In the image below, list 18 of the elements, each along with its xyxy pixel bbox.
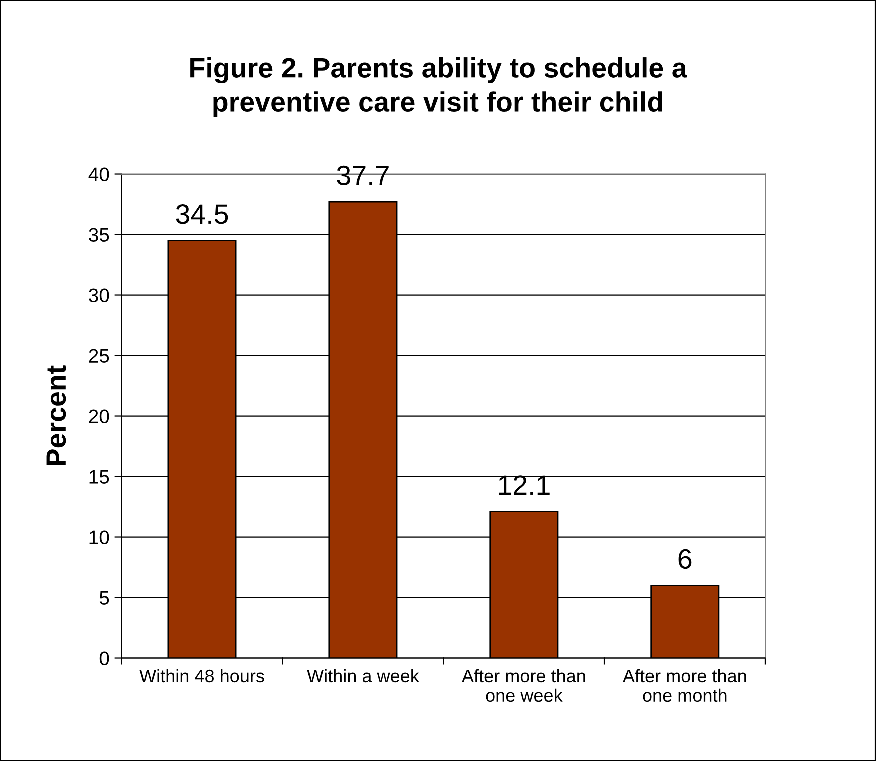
- data-label: 34.5: [176, 204, 228, 224]
- y-tick-label: 0: [100, 652, 110, 666]
- x-tick-label: Within a week: [307, 669, 420, 683]
- chart-title: Figure 2. Parents ability to schedule a preventive care visit for their child: [190, 58, 688, 118]
- y-tick-label: 15: [90, 470, 110, 484]
- y-tick-label: 30: [89, 288, 110, 303]
- y-tick-label: 10: [90, 530, 110, 545]
- y-tick-label: 35: [89, 228, 110, 242]
- x-tick-label: After more than one week: [462, 669, 586, 702]
- data-label: 12.1: [499, 476, 550, 495]
- y-tick-label: 20: [89, 410, 110, 424]
- y-axis-title: Percent: [46, 366, 66, 466]
- y-tick-label: 40: [88, 168, 110, 182]
- data-label: 6: [678, 549, 692, 570]
- x-tick-label: Within 48 hours: [140, 669, 264, 683]
- y-tick-label: 25: [89, 349, 110, 364]
- x-tick-label: After more than one month: [622, 669, 746, 702]
- y-tick-label: 5: [100, 591, 110, 606]
